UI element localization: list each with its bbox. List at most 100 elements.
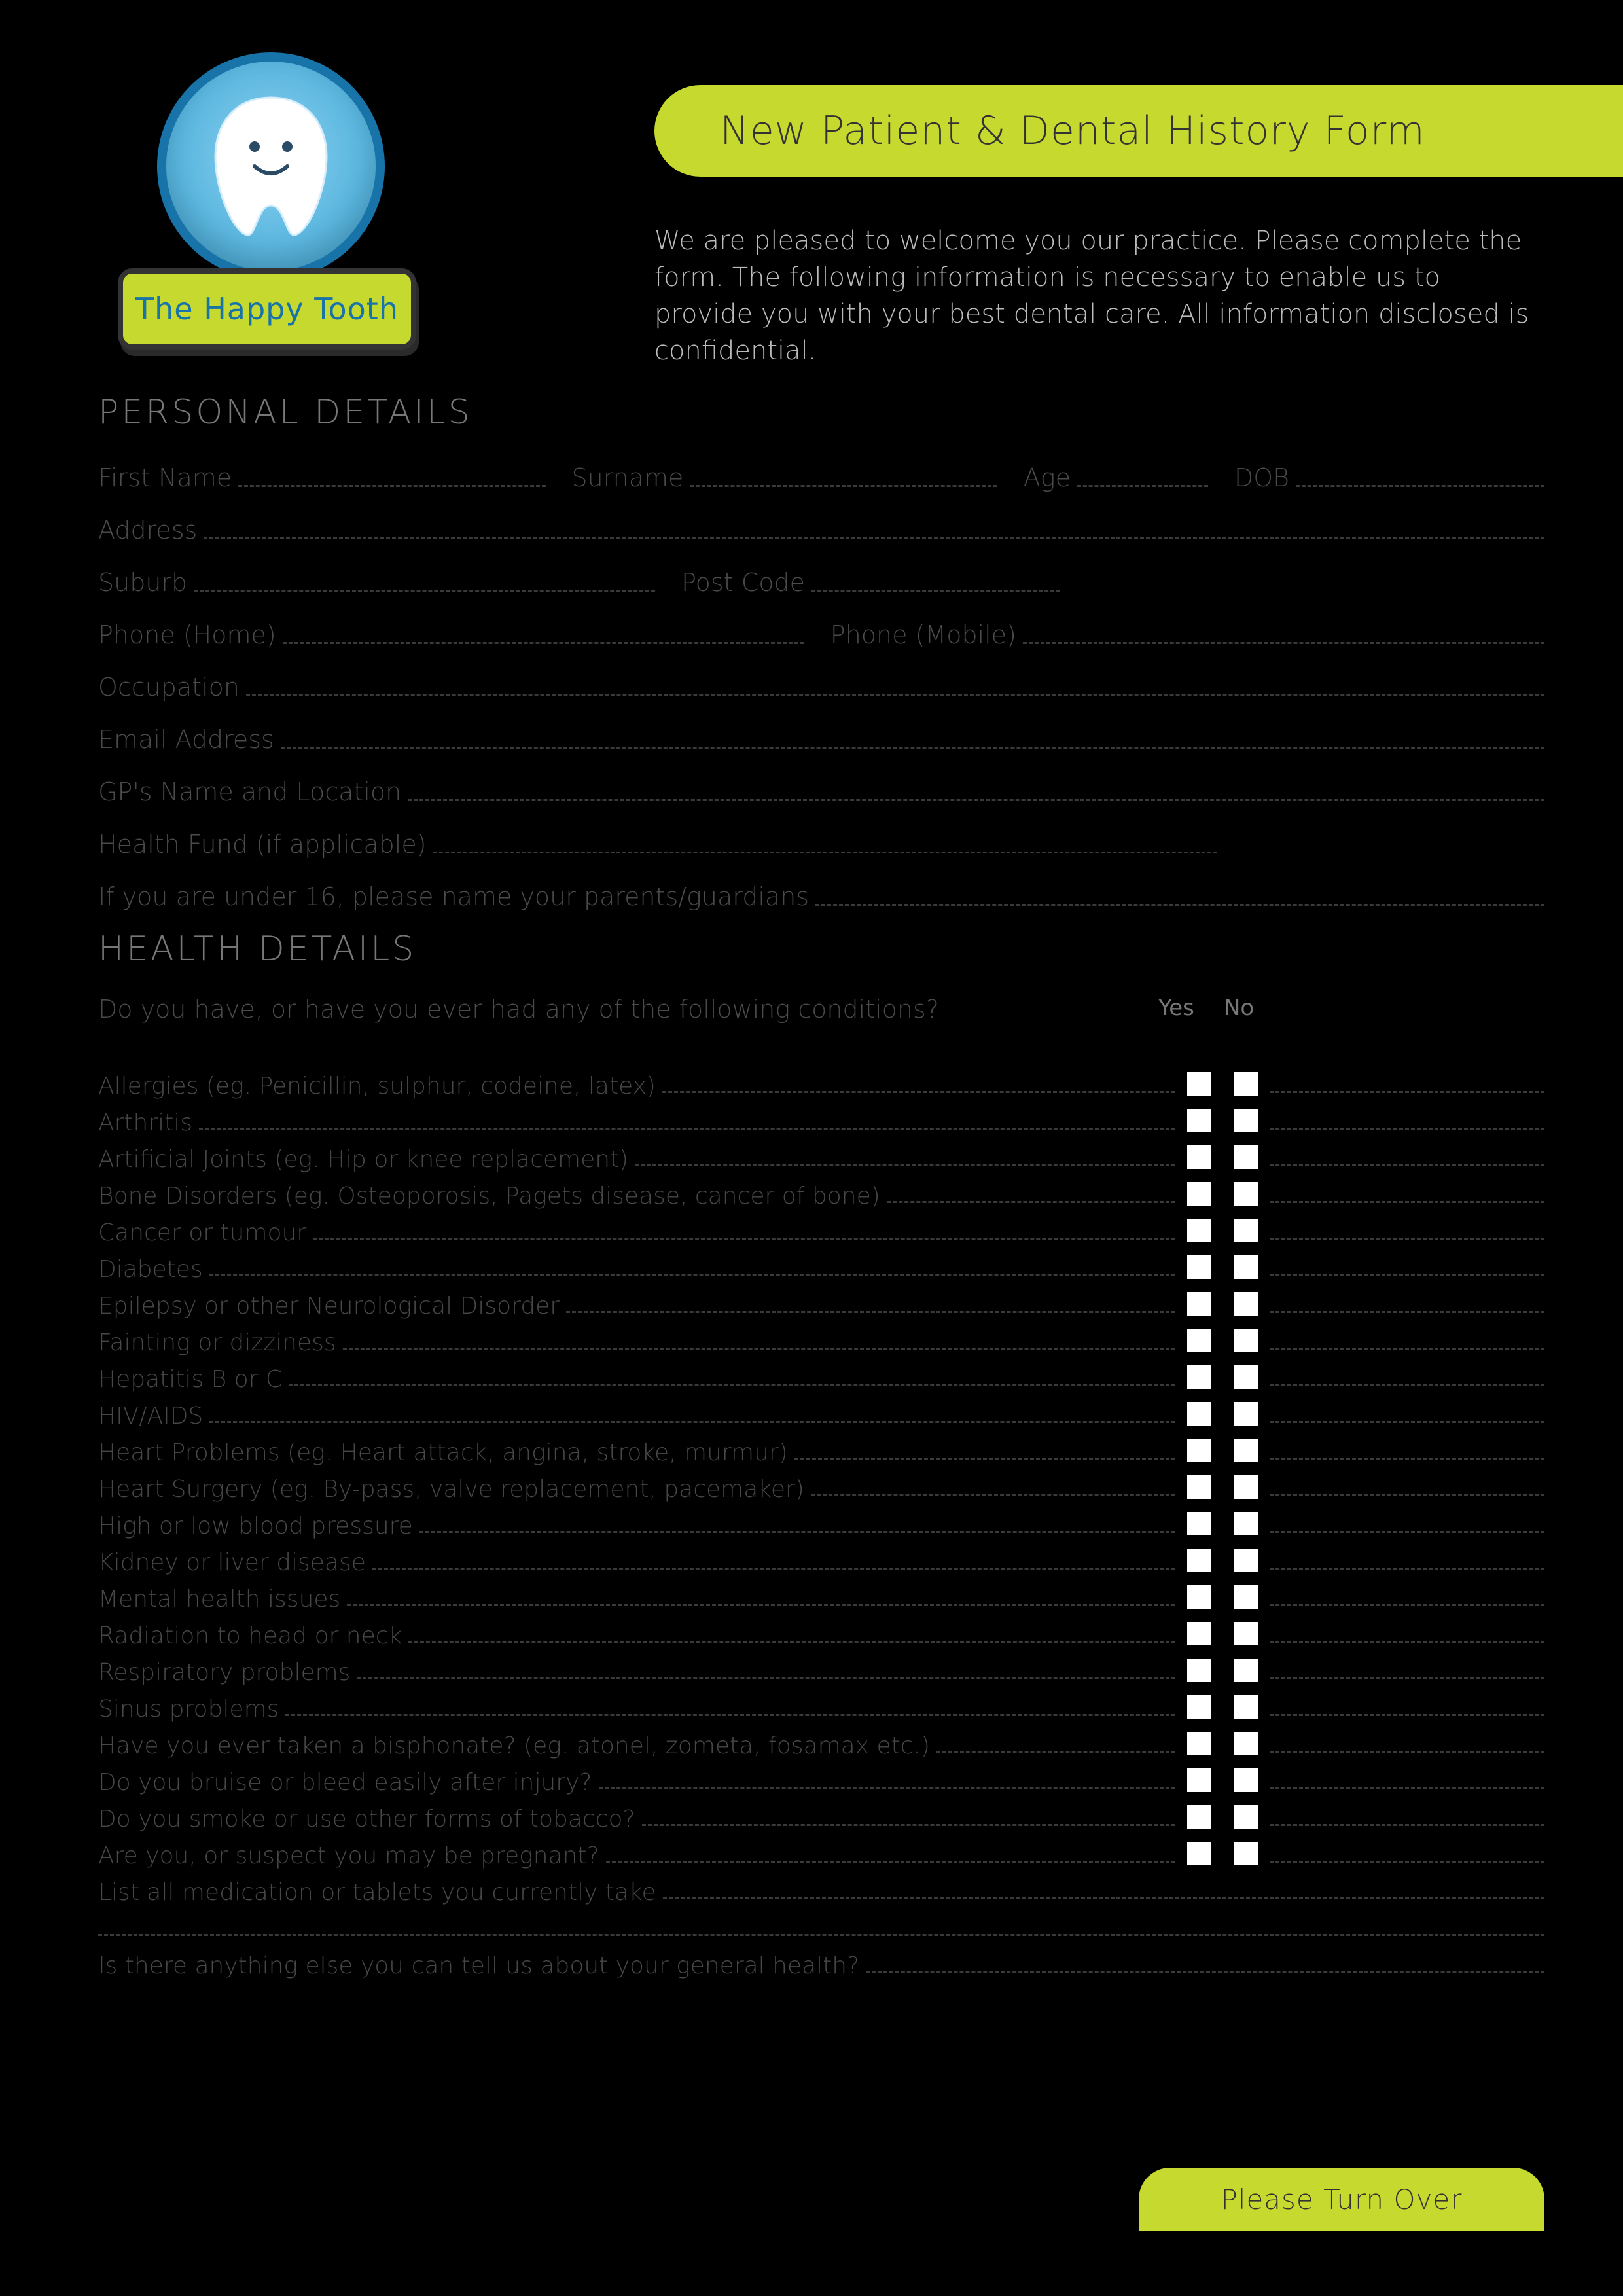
checkbox-yes[interactable] (1187, 1145, 1211, 1169)
field-input-line[interactable] (283, 636, 804, 644)
checkbox-yes[interactable] (1187, 1512, 1211, 1535)
health-item-label: Mental health issues (98, 1586, 347, 1613)
notes-line[interactable] (1270, 1268, 1544, 1276)
field-input-line[interactable] (812, 583, 1060, 592)
notes-line[interactable] (1270, 1708, 1544, 1716)
checkbox-yes[interactable] (1187, 1805, 1211, 1829)
field-input-line[interactable] (281, 740, 1544, 749)
checkbox-no[interactable] (1234, 1659, 1258, 1682)
checkbox-yes[interactable] (1187, 1768, 1211, 1792)
checkbox-no[interactable] (1234, 1549, 1258, 1572)
checkbox-no[interactable] (1234, 1475, 1258, 1499)
field-input-line[interactable] (1296, 478, 1544, 487)
checkbox-no[interactable] (1234, 1842, 1258, 1865)
title-banner: New Patient & Dental History Form (654, 85, 1623, 177)
checkbox-yes[interactable] (1187, 1109, 1211, 1132)
checkbox-yes[interactable] (1187, 1622, 1211, 1645)
field-label: DOB (1234, 463, 1296, 492)
personal-field-row: Health Fund (if applicable) (98, 825, 1544, 859)
field-input-line[interactable] (1077, 478, 1208, 487)
checkbox-yes[interactable] (1187, 1255, 1211, 1279)
checkbox-no[interactable] (1234, 1439, 1258, 1462)
notes-line[interactable] (1270, 1341, 1544, 1350)
checkbox-no[interactable] (1234, 1145, 1258, 1169)
notes-line[interactable] (1270, 1194, 1544, 1203)
checkbox-no[interactable] (1234, 1072, 1258, 1096)
notes-line[interactable] (1270, 1671, 1544, 1679)
checkbox-yes[interactable] (1187, 1585, 1211, 1609)
checkbox-no[interactable] (1234, 1365, 1258, 1389)
field-input-line[interactable] (246, 688, 1544, 696)
checkbox-yes[interactable] (1187, 1182, 1211, 1206)
checkbox-no[interactable] (1234, 1805, 1258, 1829)
health-details-block: Do you have, or have you ever had any of… (98, 995, 1544, 1979)
checkbox-no[interactable] (1234, 1585, 1258, 1609)
checkbox-yes[interactable] (1187, 1292, 1211, 1316)
notes-line[interactable] (1270, 1414, 1544, 1423)
field-input-line[interactable] (204, 531, 1544, 539)
leader-line (347, 1598, 1175, 1606)
checkbox-yes[interactable] (1187, 1475, 1211, 1499)
free-text-input-line[interactable] (98, 1928, 1544, 1936)
section-heading-health: HEALTH DETAILS (98, 929, 416, 969)
health-item-label: Arthritis (98, 1109, 199, 1136)
checkbox-yes[interactable] (1187, 1329, 1211, 1352)
checkbox-no[interactable] (1234, 1109, 1258, 1132)
field-input-line[interactable] (238, 478, 545, 487)
checkbox-no[interactable] (1234, 1512, 1258, 1535)
notes-line[interactable] (1270, 1854, 1544, 1863)
checkbox-yes[interactable] (1187, 1659, 1211, 1682)
health-item-label: Do you bruise or bleed easily after inju… (98, 1769, 599, 1796)
health-free-text-row: List all medication or tablets you curre… (98, 1869, 1544, 1906)
notes-line[interactable] (1270, 1085, 1544, 1093)
health-item-row: Sinus problems (98, 1686, 1544, 1723)
notes-line[interactable] (1270, 1121, 1544, 1130)
free-text-input-line[interactable] (663, 1891, 1544, 1899)
checkbox-yes[interactable] (1187, 1402, 1211, 1426)
checkbox-no[interactable] (1234, 1329, 1258, 1352)
checkbox-yes[interactable] (1187, 1072, 1211, 1096)
field-input-line[interactable] (1023, 636, 1544, 644)
checkbox-no[interactable] (1234, 1292, 1258, 1316)
checkbox-no[interactable] (1234, 1402, 1258, 1426)
notes-line[interactable] (1270, 1561, 1544, 1570)
checkbox-no[interactable] (1234, 1255, 1258, 1279)
notes-line[interactable] (1270, 1304, 1544, 1313)
notes-line[interactable] (1270, 1744, 1544, 1753)
field-input-line[interactable] (194, 583, 655, 592)
health-item-label: HIV/AIDS (98, 1403, 209, 1429)
free-text-input-line[interactable] (866, 1964, 1544, 1973)
notes-line[interactable] (1270, 1634, 1544, 1643)
notes-line[interactable] (1270, 1451, 1544, 1460)
leader-line (794, 1451, 1175, 1460)
field-input-line[interactable] (815, 897, 1544, 906)
checkbox-yes[interactable] (1187, 1695, 1211, 1719)
checkbox-yes[interactable] (1187, 1732, 1211, 1755)
field-input-line[interactable] (433, 845, 1217, 853)
checkbox-yes[interactable] (1187, 1365, 1211, 1389)
checkbox-yes[interactable] (1187, 1439, 1211, 1462)
notes-line[interactable] (1270, 1781, 1544, 1789)
health-item-row: Arthritis (98, 1100, 1544, 1136)
notes-line[interactable] (1270, 1378, 1544, 1386)
checkbox-no[interactable] (1234, 1622, 1258, 1645)
notes-line[interactable] (1270, 1158, 1544, 1166)
checkbox-yes[interactable] (1187, 1219, 1211, 1242)
checkbox-no[interactable] (1234, 1768, 1258, 1792)
checkbox-yes[interactable] (1187, 1549, 1211, 1572)
checkbox-no[interactable] (1234, 1182, 1258, 1206)
leader-line (408, 1634, 1175, 1643)
notes-line[interactable] (1270, 1231, 1544, 1240)
notes-line[interactable] (1270, 1488, 1544, 1496)
checkbox-yes[interactable] (1187, 1842, 1211, 1865)
checkbox-no[interactable] (1234, 1695, 1258, 1719)
leader-line (936, 1744, 1175, 1753)
field-input-line[interactable] (408, 793, 1544, 801)
checkbox-no[interactable] (1234, 1219, 1258, 1242)
notes-line[interactable] (1270, 1818, 1544, 1826)
checkbox-no[interactable] (1234, 1732, 1258, 1755)
notes-line[interactable] (1270, 1524, 1544, 1533)
personal-field-row: Occupation (98, 668, 1544, 702)
notes-line[interactable] (1270, 1598, 1544, 1606)
field-input-line[interactable] (690, 478, 997, 487)
